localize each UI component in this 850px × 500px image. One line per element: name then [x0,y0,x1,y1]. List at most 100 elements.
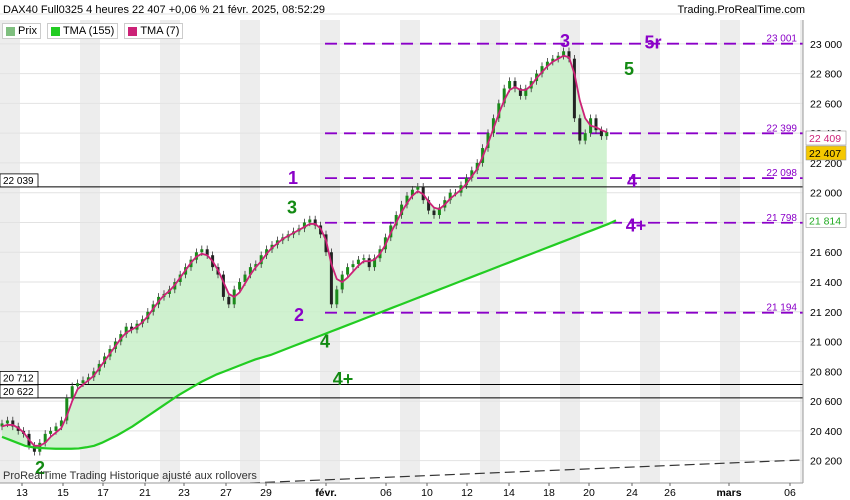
legend-swatch-icon [50,26,60,36]
candle-body [221,274,225,297]
background-stripe [720,20,740,483]
price-badge [805,213,847,228]
y-axis-panel [803,20,850,483]
level-label: 22 399 [766,123,797,134]
x-tick-label: févr. [315,487,337,499]
y-tick-label: 22 800 [810,69,842,81]
candle-body [427,200,431,211]
candle-body [486,133,490,149]
x-axis-panel [0,483,850,500]
candle-body [464,177,468,186]
price-badge [805,130,847,146]
candle-body [491,118,495,134]
candle-body [540,66,544,74]
legend-item-tma155[interactable]: TMA (155) [46,23,119,39]
candle-body [5,420,9,424]
candle-body [545,61,549,67]
candle-body [567,51,571,59]
legend: Prix TMA (155) TMA (7) [2,23,184,39]
price-badge-label: 21 814 [809,215,841,227]
candle-body [583,133,587,141]
wave-label: 4+ [333,369,354,389]
legend-swatch-icon [6,26,15,36]
candle-body [11,420,15,427]
background-stripe [760,20,780,483]
candle-body [243,274,247,283]
y-tick-label: 20 600 [810,396,842,408]
level-label: 22 098 [766,168,797,179]
price-badge-label: 22 407 [809,148,841,160]
candle-body [265,249,269,256]
candle-body [410,189,414,196]
trend-fill-area [2,55,607,449]
x-tick-label: 29 [260,487,272,499]
footer-note: ProRealTime Trading Historique ajusté au… [3,470,257,482]
axis-corner [803,483,850,500]
background-stripe [640,20,660,483]
background-stripe [0,20,20,483]
background-stripe [680,20,700,483]
wave-label: 3 [287,198,297,218]
legend-swatch-icon [128,26,138,36]
legend-item-tma7[interactable]: TMA (7) [124,23,184,39]
level-label-box [0,173,39,188]
background-stripe [40,20,60,483]
candle-body [70,386,74,399]
x-tick-label: 23 [178,487,190,499]
level-label: 22 039 [3,176,34,187]
x-tick-label: 12 [461,487,473,499]
y-tick-label: 20 800 [810,366,842,378]
candle-body [605,132,609,137]
background-stripe [600,20,620,483]
candle-body [556,55,560,59]
candle-body [130,326,134,330]
candle-body [524,88,528,96]
legend-item-prix[interactable]: Prix [2,23,41,39]
candle-body [351,264,355,268]
candle-body [65,398,69,421]
candle-body [254,264,258,268]
x-tick-label: 21 [139,487,151,499]
background-stripe [320,20,340,483]
x-tick-label: 20 [583,487,595,499]
candle-body [497,103,501,119]
wave-label: 5r [644,32,661,52]
x-tick-label: 15 [57,487,69,499]
candle-body [367,258,371,268]
wave-label: 4+ [626,215,647,235]
candle-body [335,289,339,305]
x-tick-label: mars [716,487,741,499]
x-tick-label: 18 [543,487,555,499]
candle-body [599,130,603,137]
candle-body [594,118,598,131]
background-stripe [240,20,260,483]
chart-title: DAX40 Full0325 4 heures 22 407 +0,06 % 2… [3,4,325,16]
legend-label: TMA (155) [62,25,115,37]
candle-body [432,210,436,216]
candle-body [405,195,409,205]
y-tick-label: 22 000 [810,188,842,200]
candle-body [508,81,512,89]
background-stripe [160,20,180,483]
y-tick-label: 20 200 [810,456,842,468]
candle-body [86,377,90,381]
candle-body [59,420,63,427]
wave-label: 2 [35,458,45,478]
candle-body [448,192,452,201]
trend-line [249,459,804,484]
candle-body [49,430,53,434]
candle-body [356,259,360,265]
wave-label: 5 [624,59,634,79]
candle-body [248,267,252,275]
candle-body [400,204,404,216]
y-tick-label: 21 400 [810,277,842,289]
x-tick-label: 10 [421,487,433,499]
x-tick-label: 13 [16,487,28,499]
wave-label: 2 [294,305,304,325]
x-tick-label: 06 [784,487,796,499]
price-badge [805,145,847,161]
candle-body [373,258,377,268]
candle-body [502,88,506,104]
wave-label: 3 [560,31,570,51]
